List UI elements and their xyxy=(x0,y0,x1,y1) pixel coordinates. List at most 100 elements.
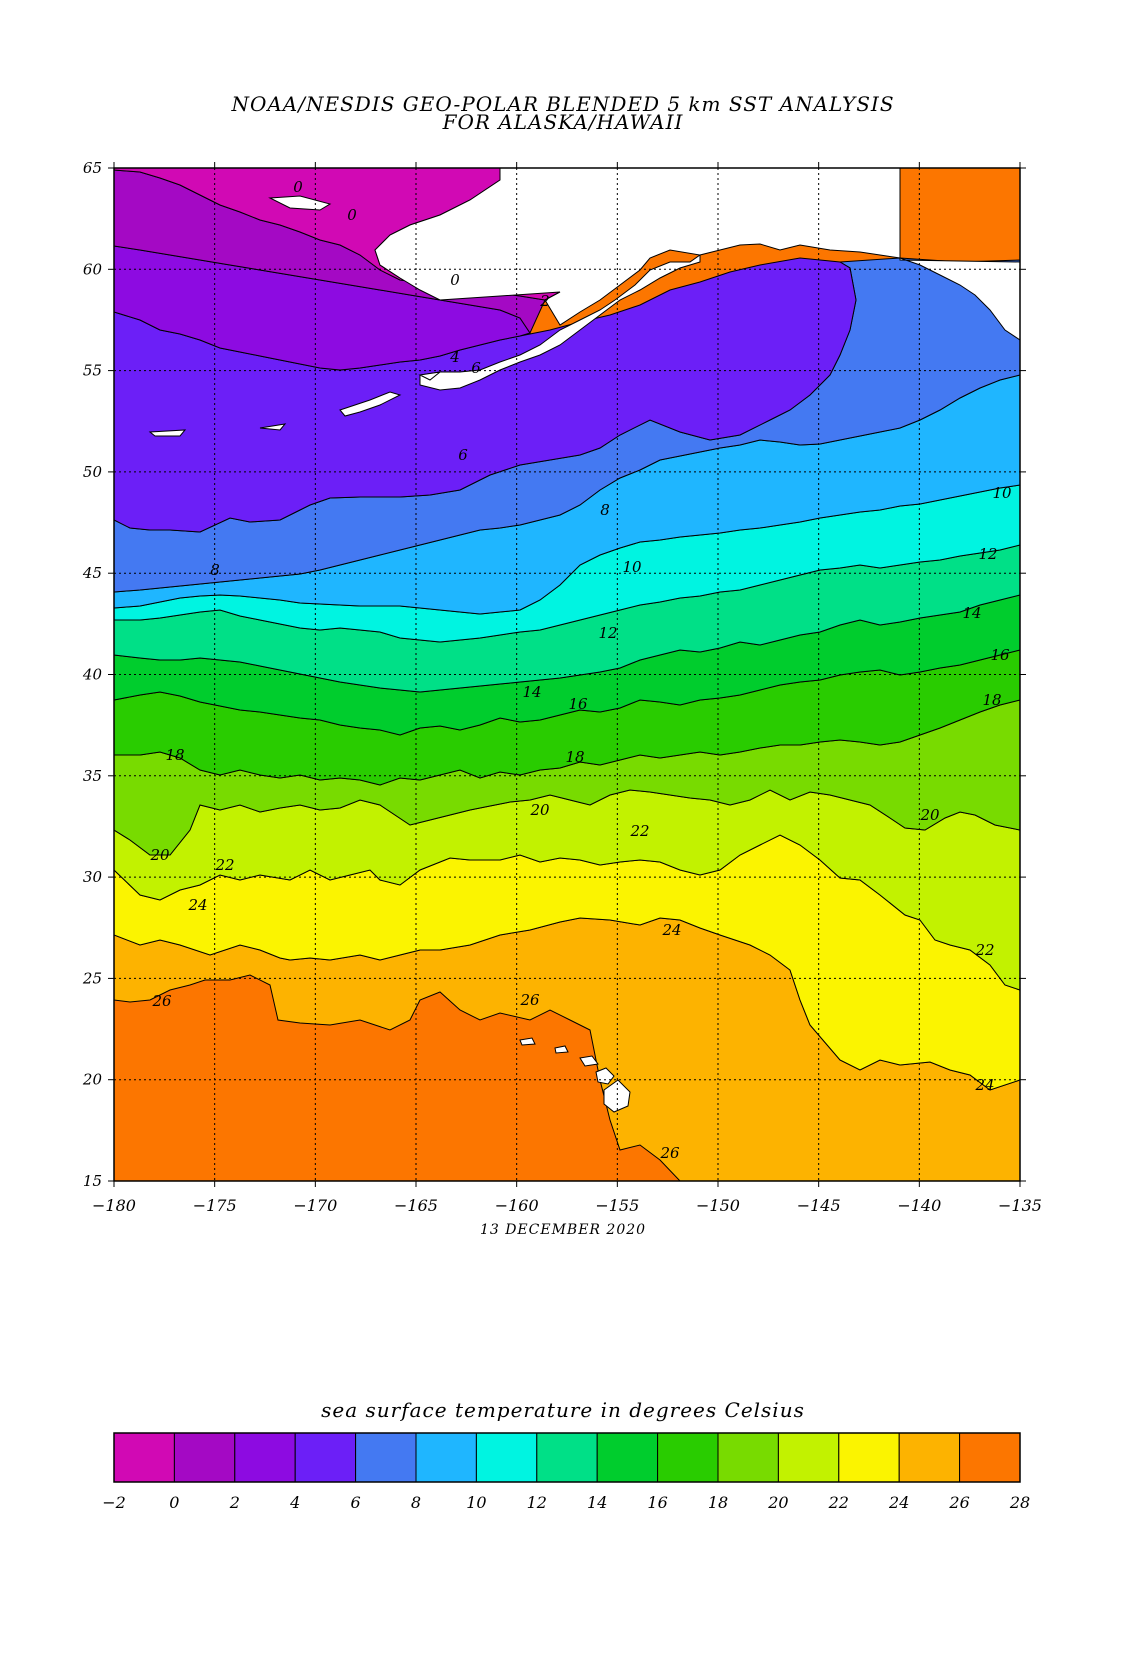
colorbar-swatch xyxy=(113,1432,175,1483)
colorbar-swatch xyxy=(415,1432,477,1483)
chart-subtitle: FOR ALASKA/HAWAII xyxy=(442,110,684,134)
lon-tick-label: −165 xyxy=(394,1196,438,1215)
colorbar-swatch xyxy=(475,1432,538,1483)
colorbar-tick-label: 24 xyxy=(888,1493,909,1512)
lon-tick-label: −140 xyxy=(897,1196,941,1215)
colorbar-tick-label: 28 xyxy=(1009,1493,1030,1512)
contour-label: 22 xyxy=(214,856,234,874)
contour-label: 24 xyxy=(661,921,681,939)
colorbar-tick-label: 12 xyxy=(527,1493,547,1512)
lon-tick-label: −155 xyxy=(595,1196,639,1215)
colorbar-swatch xyxy=(536,1432,598,1483)
contour-label: 8 xyxy=(600,501,610,519)
contour-label: 20 xyxy=(149,846,170,864)
contour-label: 22 xyxy=(974,941,994,959)
longitude-ticks: −180 −175 −170 −165 −160 −155 −150 −145 −140 −135 xyxy=(92,162,1042,1215)
lon-tick-label: −145 xyxy=(797,1196,841,1215)
colorbar-swatch xyxy=(173,1432,236,1483)
contour-label: 16 xyxy=(990,646,1010,664)
colorbar-tick-label: 0 xyxy=(169,1493,179,1512)
colorbar-title: sea surface temperature in degrees Celsi… xyxy=(321,1398,805,1422)
colorbar-tick-label: 8 xyxy=(411,1493,421,1512)
contour-label: 6 xyxy=(471,359,481,377)
contour-label: 26 xyxy=(519,991,540,1009)
lon-tick-label: −180 xyxy=(92,1196,136,1215)
alaska-land xyxy=(374,168,1020,391)
colorbar-swatch xyxy=(717,1432,779,1483)
contour-label: 26 xyxy=(659,1144,680,1162)
lon-tick-label: −160 xyxy=(495,1196,539,1215)
contour-label: 0 xyxy=(293,178,303,196)
contour-label: 4 xyxy=(449,348,460,366)
colorbar-tick-label: 16 xyxy=(647,1493,667,1512)
colorbar-tick-label: 10 xyxy=(466,1493,486,1512)
chart-title: NOAA/NESDIS GEO-POLAR BLENDED 5 km SST A… xyxy=(231,92,895,116)
contour-label: 18 xyxy=(165,746,184,764)
lon-tick-label: −175 xyxy=(193,1196,237,1215)
contour-label: 22 xyxy=(629,822,649,840)
contour-label: 6 xyxy=(458,446,468,464)
contour-label: 20 xyxy=(919,806,940,824)
map-gridlines xyxy=(114,168,1020,1181)
colorbar-swatch xyxy=(294,1432,357,1483)
lat-tick-label: 20 xyxy=(82,1071,103,1089)
colorbar-swatch xyxy=(596,1432,659,1483)
colorbar-swatch xyxy=(838,1432,900,1483)
contour-label: 20 xyxy=(529,801,550,819)
colorbar-frame xyxy=(113,1432,1021,1483)
contour-label: 0 xyxy=(450,271,460,289)
contour-label: 12 xyxy=(598,624,617,642)
contour-label: 14 xyxy=(962,604,981,622)
colorbar-tick-label: 26 xyxy=(948,1493,969,1512)
colorbar-swatch xyxy=(234,1432,296,1483)
lat-tick-label: 25 xyxy=(82,969,102,987)
contour-label: 18 xyxy=(982,691,1001,709)
contour-label: 10 xyxy=(622,558,642,576)
st-lawrence-island xyxy=(268,195,332,211)
colorbar-tick-label: 14 xyxy=(587,1493,607,1512)
lat-tick-label: 15 xyxy=(83,1172,102,1190)
contour-label: 10 xyxy=(992,484,1012,502)
lat-tick-label: 45 xyxy=(82,564,102,582)
contour-label: 16 xyxy=(568,695,588,713)
lat-tick-label: 35 xyxy=(83,767,102,785)
colorbar-tick-label: 20 xyxy=(767,1493,788,1512)
contour-label: 24 xyxy=(974,1076,994,1094)
contour-label: 26 xyxy=(151,992,172,1010)
lon-tick-label: −170 xyxy=(293,1196,337,1215)
contour-label: 18 xyxy=(565,748,584,766)
lon-tick-label: −150 xyxy=(696,1196,740,1215)
contour-label: 14 xyxy=(522,683,541,701)
colorbar-tick-label: 2 xyxy=(229,1493,240,1512)
contour-label: 0 xyxy=(347,206,357,224)
analysis-date: 13 DECEMBER 2020 xyxy=(479,1222,647,1238)
contour-label: 24 xyxy=(187,896,207,914)
colorbar-tick-label: −2 xyxy=(102,1493,126,1512)
colorbar-tick-label: 6 xyxy=(351,1493,361,1512)
colorbar-swatch xyxy=(657,1432,719,1483)
colorbar-swatch xyxy=(355,1432,417,1483)
contour-label: 2 xyxy=(539,292,550,310)
colorbar-tick-label: 22 xyxy=(828,1493,849,1512)
lat-tick-label: 60 xyxy=(83,260,103,278)
lat-tick-label: 50 xyxy=(83,463,103,481)
colorbar: −2 0 2 4 6 8 10 12 14 16 18 20 22 24 26 28 xyxy=(102,1432,1030,1512)
aleutian-islands xyxy=(148,371,442,437)
lon-tick-label: −135 xyxy=(998,1196,1042,1215)
colorbar-tick-label: 4 xyxy=(289,1493,300,1512)
contour-label: 8 xyxy=(210,561,220,579)
lat-tick-label: 65 xyxy=(83,159,102,177)
colorbar-tick-label: 18 xyxy=(708,1493,728,1512)
colorbar-swatch xyxy=(959,1432,1021,1483)
lat-tick-label: 30 xyxy=(83,868,103,886)
lat-tick-label: 40 xyxy=(82,666,103,684)
colorbar-swatch xyxy=(777,1432,840,1483)
hawaii-islands xyxy=(519,1037,631,1113)
lat-tick-label: 55 xyxy=(83,362,102,380)
contour-label: 12 xyxy=(978,545,997,563)
colorbar-swatch xyxy=(898,1432,961,1483)
